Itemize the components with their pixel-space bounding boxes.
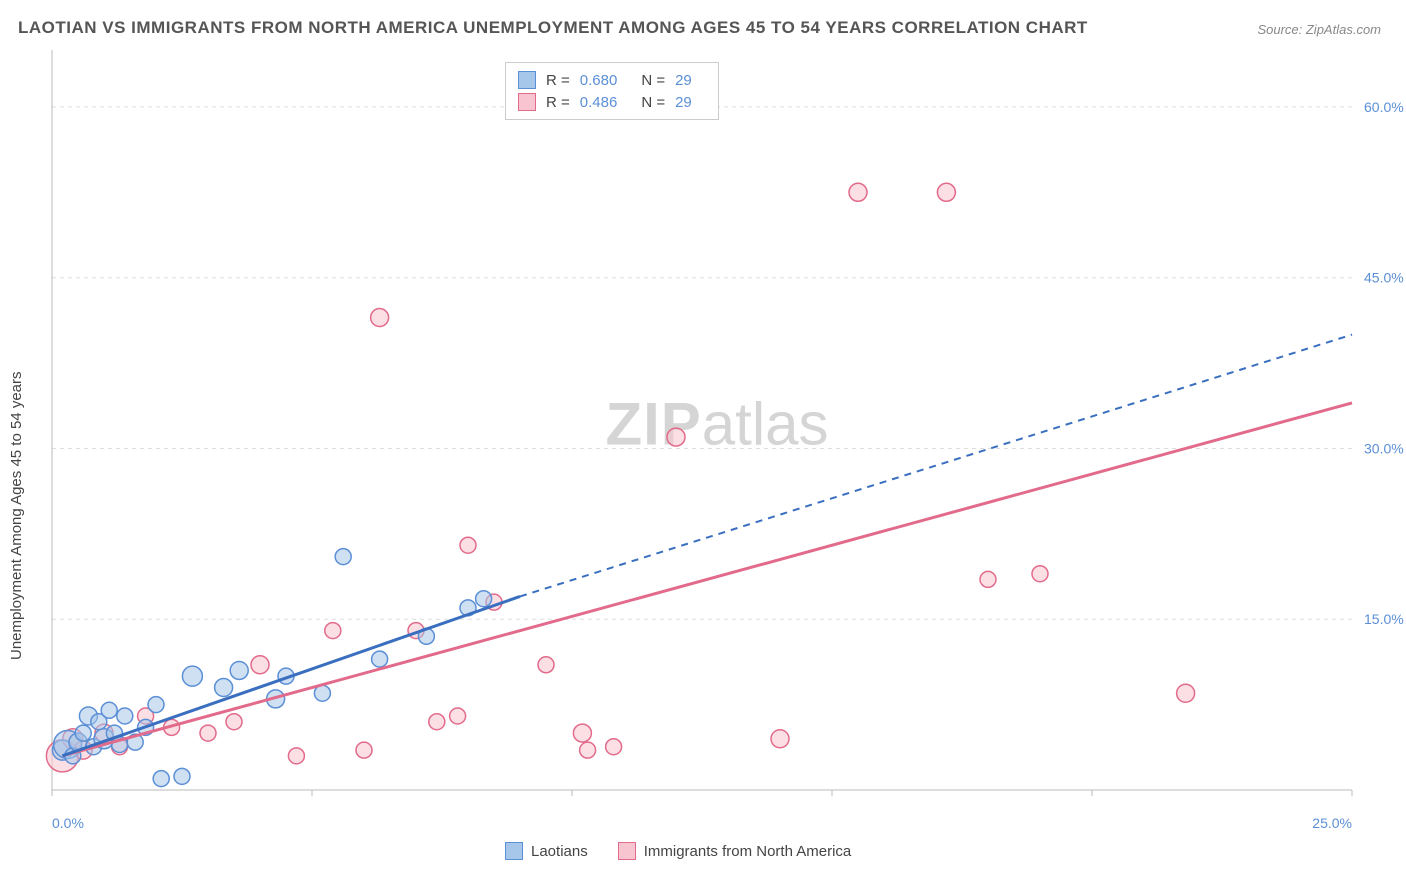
svg-text:60.0%: 60.0%	[1364, 99, 1404, 115]
series-legend: Laotians Immigrants from North America	[505, 842, 851, 860]
series-legend-label: Immigrants from North America	[644, 843, 852, 860]
svg-text:45.0%: 45.0%	[1364, 270, 1404, 286]
series-legend-label: Laotians	[531, 843, 588, 860]
svg-text:25.0%: 25.0%	[1312, 815, 1352, 831]
chart-title: LAOTIAN VS IMMIGRANTS FROM NORTH AMERICA…	[18, 18, 1088, 38]
svg-text:30.0%: 30.0%	[1364, 440, 1404, 456]
legend-swatch	[618, 842, 636, 860]
source-attribution: Source: ZipAtlas.com	[1257, 22, 1381, 37]
series-legend-item: Laotians	[505, 842, 588, 860]
scatter-plot: 15.0%30.0%45.0%60.0%0.0%25.0%	[52, 50, 1352, 790]
correlation-legend: R =0.680N =29R =0.486N =29	[505, 62, 719, 120]
series-legend-item: Immigrants from North America	[618, 842, 852, 860]
legend-swatch	[505, 842, 523, 860]
legend-swatch	[518, 71, 536, 89]
chart-area: ZIPatlas 15.0%30.0%45.0%60.0%0.0%25.0%	[52, 50, 1382, 830]
correlation-legend-row: R =0.486N =29	[518, 91, 706, 113]
svg-text:15.0%: 15.0%	[1364, 611, 1404, 627]
y-axis-label: Unemployment Among Ages 45 to 54 years	[8, 371, 25, 660]
correlation-legend-row: R =0.680N =29	[518, 69, 706, 91]
legend-swatch	[518, 93, 536, 111]
svg-text:0.0%: 0.0%	[52, 815, 84, 831]
